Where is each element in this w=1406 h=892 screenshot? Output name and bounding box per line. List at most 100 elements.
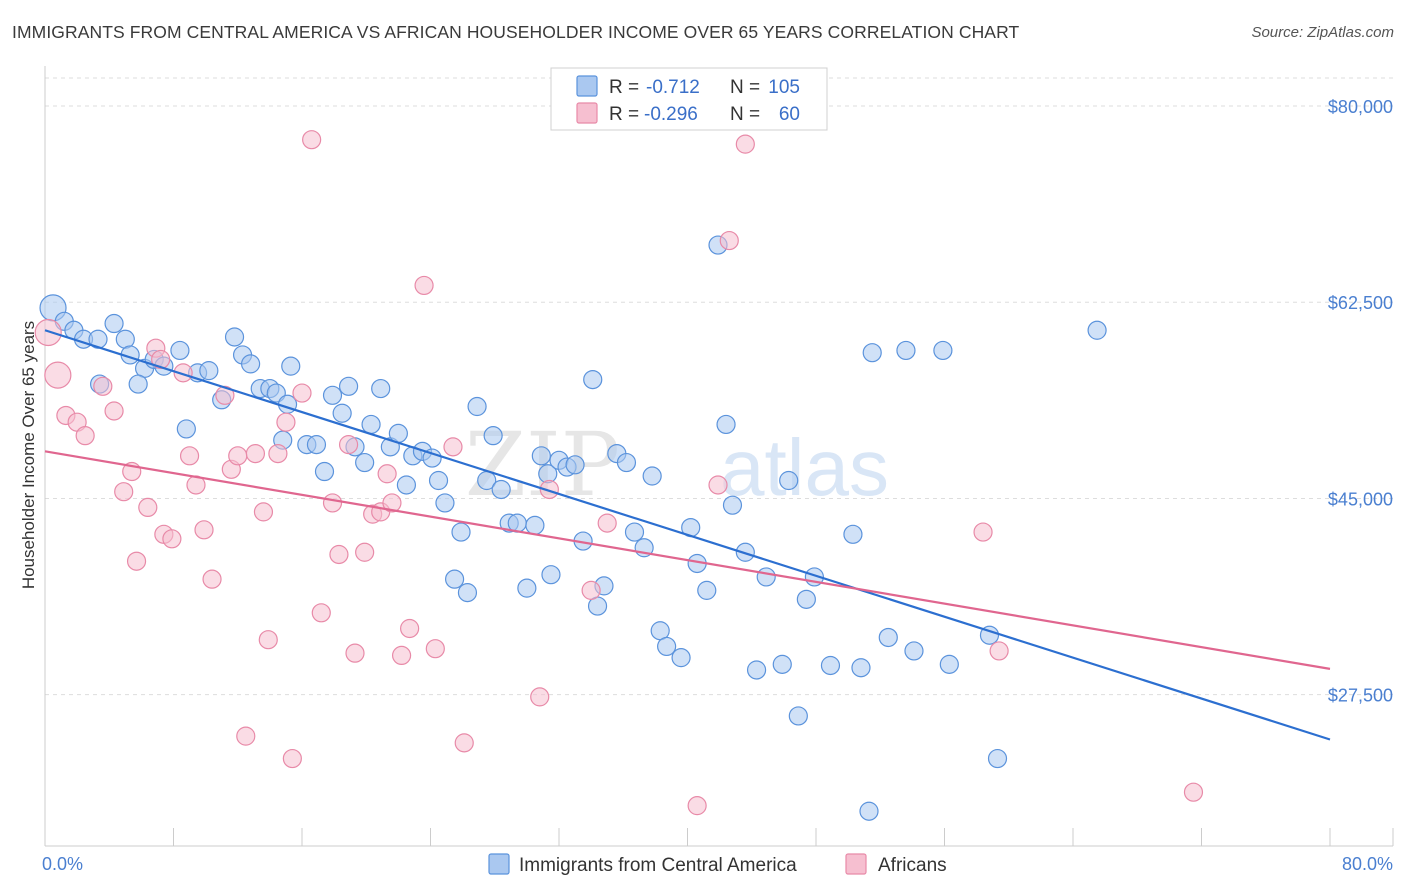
central-america-point [878,627,898,648]
africans-point [355,542,375,562]
africans-point [687,796,707,816]
central-america-point [746,660,767,680]
central-america-point [281,356,301,376]
series-name: Africans [878,855,947,876]
central-america-point [170,340,190,361]
central-america-point [444,569,465,589]
legend-swatch-blue [576,75,598,97]
central-america-point [843,524,863,544]
africans-point [276,412,296,432]
central-america-point [671,648,691,668]
central-america-point [483,426,503,446]
y-axis-label: Householder Income Over 65 years [19,321,38,589]
africans-point [322,493,343,513]
source-label: Source: ZipAtlas.com [1251,24,1394,41]
africans-point [126,551,147,571]
y-tick-label: $62,500 [1328,293,1393,313]
watermark-atlas: atlas [720,423,889,512]
central-america-point [565,455,585,475]
africans-point [282,748,302,769]
africans-point [539,479,559,500]
central-america-point [491,479,511,500]
africans-point [292,383,312,403]
legend-n-value: 60 [779,104,800,125]
africans-point [530,687,550,707]
central-america-point [241,354,261,374]
central-america-point [756,567,776,587]
x-tick-labels: 0.0% 80.0% [42,854,1393,874]
central-america-point [851,658,871,678]
chart-title: IMMIGRANTS FROM CENTRAL AMERICA VS AFRIC… [12,22,1020,42]
central-america-point [933,340,953,361]
central-america-point [435,493,455,513]
africans-trend-line [44,450,1331,670]
central-america-point [820,655,841,676]
y-tick-label: $45,000 [1328,489,1393,509]
central-america-point [583,369,603,390]
africans-point [34,318,62,347]
legend-n-label: N = [730,104,760,125]
africans-point [414,275,434,296]
africans-point [253,502,274,522]
central-america-point [616,452,637,473]
central-america-point [428,470,449,491]
africans-point [228,446,248,466]
africans-point [425,639,445,659]
y-tick-label: $80,000 [1328,97,1393,117]
legend-r-label: R = [609,104,639,125]
africans-point [236,726,256,746]
central-america-point [859,801,879,821]
series-legend: Immigrants from Central America Africans [488,853,947,876]
central-america-point [451,522,471,542]
central-america-point [422,448,442,468]
central-america-point [224,327,245,347]
central-america-point [371,378,391,399]
africans-point [719,230,739,251]
central-america-point [332,403,352,423]
africans-point [75,426,95,446]
central-america-point [788,706,808,726]
africans-point [215,385,235,405]
africans-point [391,645,412,666]
africans-point [93,376,113,396]
africans-point [268,443,288,464]
africans-point [138,497,158,518]
legend-n-value: 105 [768,77,800,98]
africans-point [151,349,171,370]
central-america-point [624,522,645,542]
africans-point [173,363,193,383]
africans-point [597,513,617,533]
series-swatch-blue [488,853,510,875]
africans-point [329,544,349,565]
africans-point [345,643,365,663]
series-swatch-pink [845,853,867,875]
central-america-point [314,461,335,482]
legend-r-label: R = [609,77,639,98]
central-america-trend-line [44,329,1331,741]
y-tick-labels: $80,000 $62,500 $45,000 $27,500 [1328,97,1393,706]
central-america-point [987,748,1008,769]
central-america-point [104,313,124,334]
africans-point [245,443,266,464]
africans-point [302,130,322,150]
africans-point [377,464,397,484]
central-america-point [176,419,196,439]
legend-swatch-pink [576,102,598,124]
africans-point [735,134,755,154]
central-america-point [642,466,662,486]
africans-point [194,520,214,540]
trend-lines [44,329,1331,741]
africans-point [179,446,200,466]
legend-r-value: -0.712 [646,77,700,98]
africans-point [162,529,182,549]
central-america-point [772,654,792,674]
legend-r-value: -0.296 [644,104,698,125]
x-tick-label: 0.0% [42,854,83,874]
x-tick-label: 80.0% [1342,854,1393,874]
central-america-point [306,435,327,455]
central-america-point [338,376,359,396]
central-america-point [396,475,417,495]
africans-point [258,630,278,650]
africans-point [338,435,359,455]
